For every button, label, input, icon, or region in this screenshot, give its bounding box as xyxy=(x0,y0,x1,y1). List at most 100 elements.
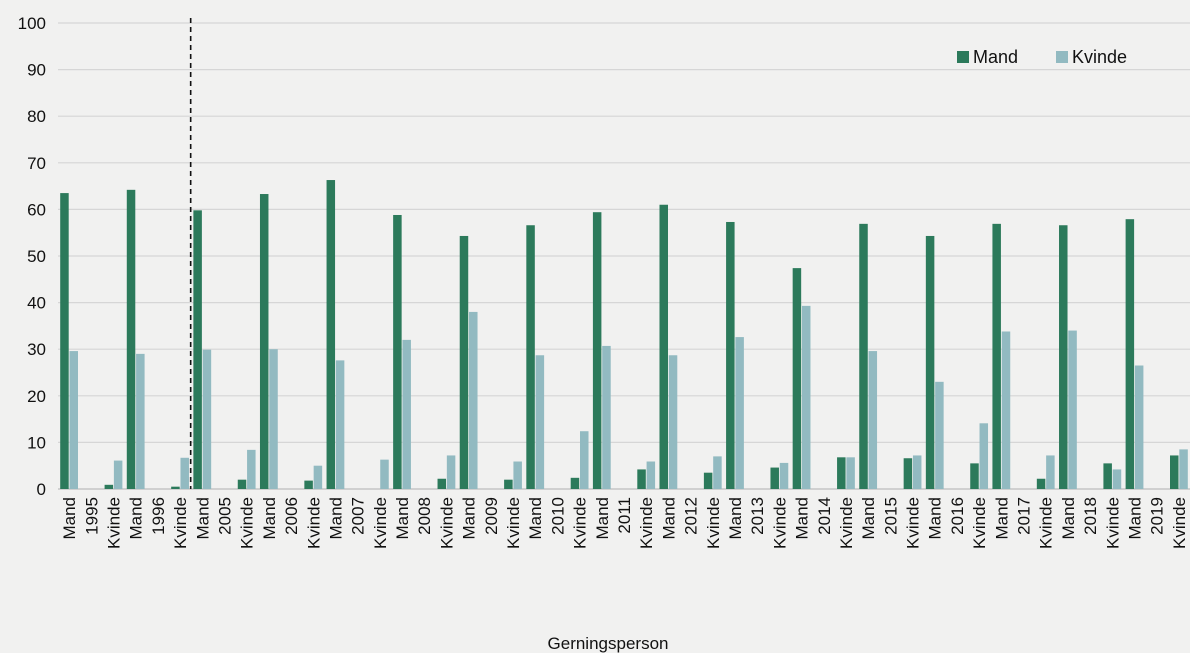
bar-kvinde-2018-kvinde xyxy=(1112,469,1122,489)
bar-mand-1995-kvinde xyxy=(104,484,114,489)
x-category-label: Kvinde xyxy=(704,497,723,549)
y-tick-label: 100 xyxy=(18,14,46,33)
bar-kvinde-2010-kvinde xyxy=(580,431,589,489)
bar-kvinde-2011-kvinde xyxy=(646,461,656,489)
bar-kvinde-2015-kvinde xyxy=(912,455,922,489)
x-year-label: 2016 xyxy=(948,497,967,535)
x-category-label: Mand xyxy=(926,497,945,540)
x-year-label: 2013 xyxy=(748,497,767,535)
bar-kvinde-2011-mand xyxy=(602,345,611,489)
bar-mand-2010-kvinde xyxy=(570,477,580,489)
x-year-label: 2009 xyxy=(482,497,501,535)
bar-kvinde-1996-mand xyxy=(136,353,145,489)
bar-mand-2006-kvinde xyxy=(304,480,313,489)
bar-kvinde-2019-mand xyxy=(1134,365,1144,489)
x-year-label: 2010 xyxy=(548,497,567,535)
x-category-label: Mand xyxy=(60,497,79,540)
bar-mand-2019-mand xyxy=(1125,219,1135,489)
bar-mand-2005-kvinde xyxy=(237,479,247,489)
bar-kvinde-2016-kvinde xyxy=(979,423,989,489)
x-category-label: Mand xyxy=(793,497,812,540)
bar-mand-2018-mand xyxy=(1059,225,1068,489)
x-category-label: Kvinde xyxy=(238,497,257,549)
x-category-label: Mand xyxy=(393,497,412,540)
x-category-label: Kvinde xyxy=(371,497,390,549)
y-tick-label: 60 xyxy=(27,200,46,219)
x-year-label: 2011 xyxy=(615,497,634,534)
bar-mand-1996-kvinde xyxy=(171,486,180,489)
bar-kvinde-2014-mand xyxy=(801,305,811,489)
legend-label-mand: Mand xyxy=(973,47,1018,67)
bar-kvinde-2012-kvinde xyxy=(713,456,722,489)
bar-kvinde-2009-mand xyxy=(469,311,478,489)
bar-kvinde-2019-kvinde xyxy=(1179,449,1188,489)
x-year-label: 2017 xyxy=(1015,497,1034,535)
x-year-label: 2014 xyxy=(815,497,834,535)
y-tick-label: 50 xyxy=(27,247,46,266)
x-year-label: 2019 xyxy=(1148,497,1167,535)
bar-mand-2017-kvinde xyxy=(1036,478,1046,489)
bar-mand-2018-kvinde xyxy=(1103,463,1112,489)
bar-kvinde-2013-kvinde xyxy=(779,462,789,489)
bar-kvinde-2014-kvinde xyxy=(846,457,855,489)
bar-mand-2014-kvinde xyxy=(837,457,846,489)
bar-kvinde-2006-kvinde xyxy=(313,465,323,489)
bar-mand-2016-mand xyxy=(925,235,935,489)
bar-mand-2015-mand xyxy=(859,223,868,489)
y-axis-tick-labels: 0 10 20 30 40 50 60 70 80 90 100 xyxy=(18,14,46,499)
x-category-label: Kvinde xyxy=(504,497,523,549)
bar-kvinde-2008-mand xyxy=(402,339,411,489)
y-tick-label: 0 xyxy=(37,480,46,499)
bar-mand-2012-kvinde xyxy=(703,472,713,489)
bar-kvinde-2013-mand xyxy=(735,337,744,489)
bar-kvinde-1995-mand xyxy=(69,351,78,489)
x-year-label: 1996 xyxy=(149,497,168,535)
x-category-label: Kvinde xyxy=(904,497,923,549)
x-category-label: Mand xyxy=(593,497,612,540)
y-tick-label: 10 xyxy=(27,433,46,452)
legend-swatch-kvinde xyxy=(1056,51,1068,63)
bar-mand-2013-mand xyxy=(726,221,735,489)
x-year-label: 2018 xyxy=(1081,497,1100,535)
x-year-label: 1995 xyxy=(82,497,101,535)
x-category-label: Mand xyxy=(326,497,345,540)
bar-kvinde-2008-kvinde xyxy=(446,455,456,489)
bar-kvinde-2005-mand xyxy=(202,349,212,489)
bar-mand-2015-kvinde xyxy=(903,458,913,489)
bar-kvinde-1996-kvinde xyxy=(180,457,189,489)
x-category-label: Mand xyxy=(1126,497,1145,540)
x-category-label: Kvinde xyxy=(770,497,789,549)
x-category-label: Mand xyxy=(992,497,1011,540)
x-category-label: Kvinde xyxy=(637,497,656,549)
y-tick-label: 90 xyxy=(27,61,46,80)
x-category-label: Kvinde xyxy=(1103,497,1122,549)
legend-swatch-mand xyxy=(957,51,969,63)
x-category-label: Mand xyxy=(460,497,479,540)
x-year-label: 2015 xyxy=(881,497,900,535)
x-category-label: Kvinde xyxy=(171,497,190,549)
bar-kvinde-2009-kvinde xyxy=(513,461,522,489)
bar-mand-2008-mand xyxy=(393,214,402,489)
legend-label-kvinde: Kvinde xyxy=(1072,47,1127,67)
bar-mand-2008-kvinde xyxy=(437,478,447,489)
y-tick-label: 40 xyxy=(27,294,46,313)
bar-kvinde-2017-kvinde xyxy=(1046,455,1055,489)
bar-mand-2016-kvinde xyxy=(970,463,979,489)
x-year-label: 2005 xyxy=(215,497,234,535)
bar-mand-2011-mand xyxy=(592,212,602,490)
x-category-label: Kvinde xyxy=(1170,497,1189,549)
x-axis-title: Gerningsperson xyxy=(548,634,669,653)
bar-kvinde-2007-mand xyxy=(335,360,345,489)
bar-mand-2012-mand xyxy=(659,204,668,490)
x-category-label: Mand xyxy=(526,497,545,540)
y-tick-label: 20 xyxy=(27,387,46,406)
bar-mand-2009-mand xyxy=(459,235,469,489)
x-category-label: Kvinde xyxy=(571,497,590,549)
bars xyxy=(60,180,1188,490)
bar-mand-2011-kvinde xyxy=(637,469,646,489)
bar-kvinde-2006-mand xyxy=(269,349,278,489)
bar-mand-1996-mand xyxy=(126,189,136,489)
